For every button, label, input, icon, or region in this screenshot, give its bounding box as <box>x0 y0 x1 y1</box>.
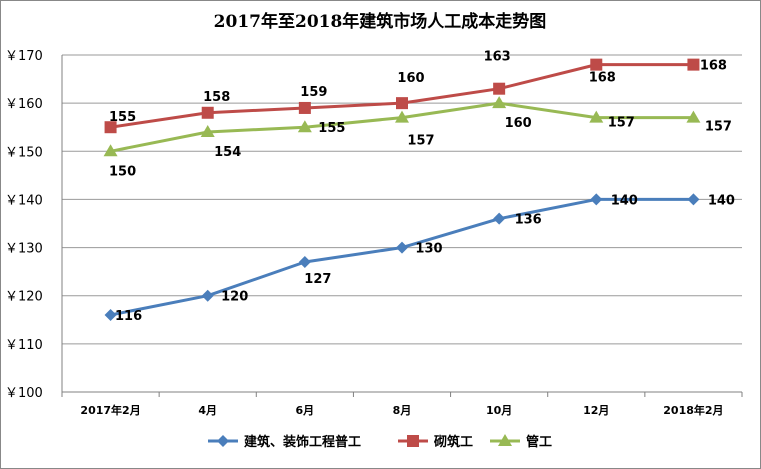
data-label: 160 <box>397 71 424 86</box>
y-axis-tick-labels: ￥100 ￥110 ￥120 ￥130 ￥140 ￥150 ￥160 ￥170 <box>5 49 43 401</box>
data-label: 163 <box>484 50 511 65</box>
legend-entry: 管工 <box>526 434 552 450</box>
data-label: 155 <box>318 121 345 136</box>
data-label: 150 <box>109 164 136 179</box>
legend-swatch-marker <box>498 434 512 446</box>
series-1-point <box>201 289 214 302</box>
y-tick-label: ￥170 <box>5 49 43 64</box>
x-axis-tick-labels: 2017年2月 4月 6月 8月 10月 12月 2018年2月 <box>80 403 723 417</box>
gridlines <box>61 54 743 397</box>
data-label: 116 <box>115 309 142 324</box>
y-tick-label: ￥160 <box>5 97 43 112</box>
legend-swatch-marker <box>407 435 419 447</box>
data-label: 157 <box>608 116 635 131</box>
series-3-point <box>200 125 215 138</box>
series-2: 155 158 159 160 163 168 168 <box>104 50 727 134</box>
series-3-point <box>686 110 701 123</box>
y-tick-label: ￥100 <box>5 386 43 401</box>
series-3-point <box>492 96 507 109</box>
data-label: 140 <box>611 193 638 208</box>
data-label: 155 <box>109 110 136 125</box>
series-1-point <box>298 256 311 269</box>
series-2-point <box>201 106 214 119</box>
data-label: 157 <box>407 134 434 149</box>
y-tick-label: ￥140 <box>5 193 43 208</box>
series-2-point <box>590 58 603 71</box>
x-tick-label: 6月 <box>296 404 315 417</box>
series-2-point <box>298 101 311 114</box>
series-3-point <box>103 144 118 157</box>
legend-entry: 砌筑工 <box>433 434 473 450</box>
data-label: 136 <box>515 213 542 228</box>
series-1-point <box>104 308 117 321</box>
series-2-point <box>396 97 408 110</box>
data-label: 168 <box>589 71 616 86</box>
data-label: 127 <box>304 272 331 287</box>
series-1: 116 120 127 130 136 140 140 <box>104 193 735 324</box>
x-tick-label: 8月 <box>393 404 412 417</box>
x-tick-label: 4月 <box>198 404 217 417</box>
x-tick-label: 2017年2月 <box>80 403 140 417</box>
series-3: 150 154 155 157 160 157 157 <box>103 96 732 179</box>
x-tick-label: 12月 <box>583 404 609 417</box>
x-tick-label: 10月 <box>486 404 512 417</box>
legend-entry: 建筑、装饰工程普工 <box>244 434 361 450</box>
x-tick-label: 2018年2月 <box>663 403 723 417</box>
series-2-point <box>104 121 117 134</box>
series-1-point <box>590 193 603 206</box>
series-3-point <box>589 110 604 123</box>
series-1-point <box>687 193 700 206</box>
series-3-point <box>297 120 312 133</box>
y-tick-label: ￥110 <box>5 338 43 353</box>
data-label: 130 <box>415 242 442 257</box>
series-2-point <box>493 82 506 95</box>
data-label: 158 <box>203 90 230 105</box>
series-3-line <box>110 101 694 153</box>
legend-swatch-marker <box>217 435 229 447</box>
series-2-point <box>687 58 700 71</box>
series-3-point <box>395 110 409 123</box>
y-tick-label: ￥120 <box>5 290 43 305</box>
data-label: 160 <box>505 116 532 131</box>
data-label: 140 <box>708 193 735 208</box>
series-1-line <box>110 197 694 317</box>
y-tick-label: ￥130 <box>5 242 43 257</box>
data-label: 168 <box>700 59 727 74</box>
data-label: 157 <box>705 120 732 135</box>
data-label: 120 <box>221 290 248 305</box>
data-label: 159 <box>300 85 327 100</box>
series-1-point <box>396 241 408 254</box>
y-tick-label: ￥150 <box>5 145 43 160</box>
series-1-point <box>493 212 506 225</box>
chart-title: 2017年至2018年建筑市场人工成本走势图 <box>214 11 547 32</box>
data-label: 154 <box>214 145 241 160</box>
legend: 建筑、装饰工程普工 砌筑工 管工 <box>208 434 552 450</box>
